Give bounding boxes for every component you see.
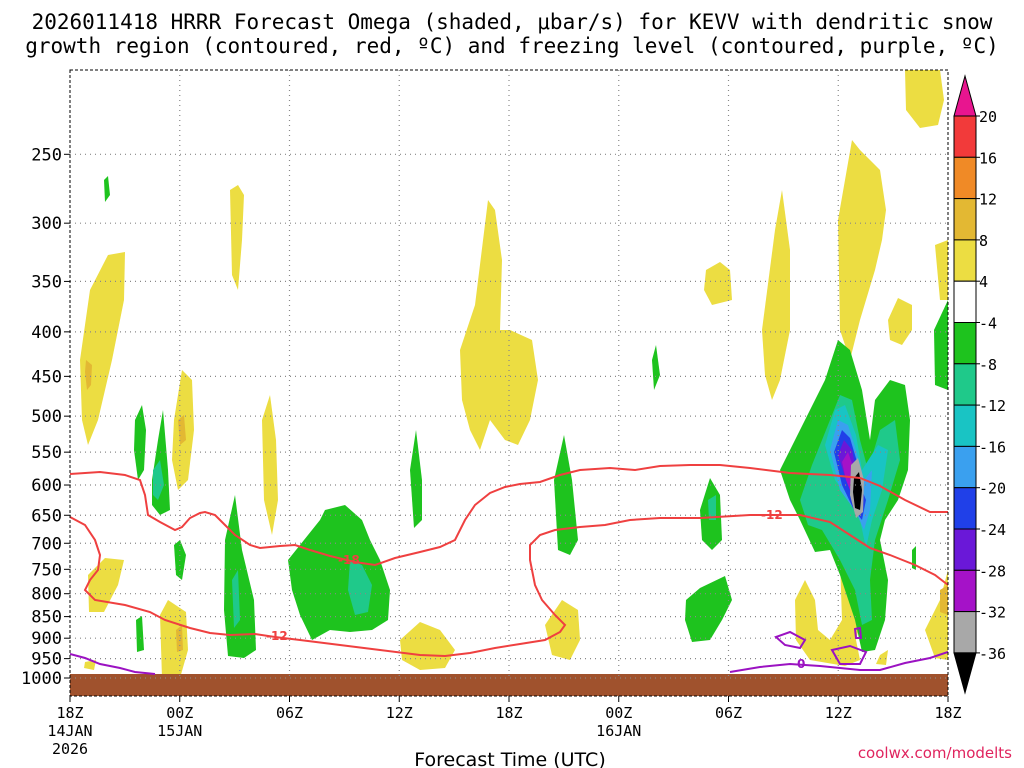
y-tick-label: 900 bbox=[31, 629, 62, 649]
dgz-label-minus12-a: -12 bbox=[266, 629, 288, 643]
colorbar-segment bbox=[953, 198, 977, 241]
x-tick-label: 00Z bbox=[166, 704, 193, 722]
y-tick-label: 550 bbox=[31, 443, 62, 463]
x-tick-label: 18Z bbox=[934, 704, 961, 722]
colorbar-segment bbox=[953, 652, 977, 695]
y-tick-label: 950 bbox=[31, 650, 62, 670]
x-tick-date: 15JAN bbox=[157, 722, 202, 740]
omega-shading bbox=[80, 70, 948, 678]
colorbar-tick-label: 16 bbox=[979, 149, 997, 167]
x-tick-label: 06Z bbox=[276, 704, 303, 722]
colorbar-segment bbox=[953, 404, 977, 447]
colorbar: 20 16 12 8 4 -4 -8 -12 -16 -20 -24 -28 -32 -36 bbox=[953, 74, 1006, 695]
colorbar-segment bbox=[953, 280, 977, 324]
x-tick-year: 2026 bbox=[52, 740, 88, 758]
colorbar-segment bbox=[953, 74, 977, 117]
chart-title-line-2: growth region (contoured, red, ºC) and f… bbox=[25, 34, 999, 58]
colorbar-segment bbox=[953, 487, 977, 530]
y-tick-label: 350 bbox=[31, 272, 62, 292]
x-tick-label: 12Z bbox=[825, 704, 852, 722]
colorbar-tick-label: -16 bbox=[979, 438, 1006, 456]
x-tick-label: 18Z bbox=[56, 704, 83, 722]
colorbar-segment bbox=[953, 569, 977, 613]
colorbar-tick-label: -12 bbox=[979, 397, 1006, 415]
y-tick-label: 400 bbox=[31, 323, 62, 343]
dgz-label-minus18: -18 bbox=[338, 553, 360, 567]
y-tick-label: 650 bbox=[31, 506, 62, 526]
colorbar-segment bbox=[953, 611, 977, 654]
credit-text: coolwx.com/modelts bbox=[858, 744, 1012, 762]
colorbar-segment bbox=[953, 528, 977, 571]
y-tick-label: 300 bbox=[31, 214, 62, 234]
colorbar-tick-label: 4 bbox=[979, 273, 988, 291]
colorbar-tick-label: -24 bbox=[979, 521, 1006, 539]
ground-strip bbox=[70, 674, 948, 696]
x-tick-label: 06Z bbox=[715, 704, 742, 722]
colorbar-tick-label: -36 bbox=[979, 645, 1006, 663]
x-tick-label: 00Z bbox=[605, 704, 632, 722]
y-tick-label: 800 bbox=[31, 585, 62, 605]
x-tick-label: 18Z bbox=[495, 704, 522, 722]
colorbar-segment bbox=[953, 115, 977, 158]
chart-title-line-1: 2026011418 HRRR Forecast Omega (shaded, … bbox=[31, 10, 993, 34]
x-axis-label: Forecast Time (UTC) bbox=[414, 749, 605, 768]
colorbar-tick-label: 20 bbox=[979, 108, 997, 126]
colorbar-tick-label: 12 bbox=[979, 191, 997, 209]
colorbar-segment bbox=[953, 322, 977, 365]
colorbar-segment bbox=[953, 363, 977, 406]
y-tick-label: 1000 bbox=[21, 669, 62, 689]
freezing-label-0: 0 bbox=[797, 657, 805, 671]
y-tick-label: 450 bbox=[31, 367, 62, 387]
x-tick-date: 14JAN bbox=[47, 722, 92, 740]
dgz-label-minus12-b: -12 bbox=[761, 508, 783, 522]
colorbar-tick-label: -28 bbox=[979, 562, 1006, 580]
y-axis-ticks: 2503003504004505005506006507007508008509… bbox=[21, 145, 70, 689]
y-tick-label: 500 bbox=[31, 407, 62, 427]
colorbar-tick-label: -20 bbox=[979, 480, 1006, 498]
y-tick-label: 250 bbox=[31, 145, 62, 165]
dgz-contours bbox=[70, 464, 948, 675]
colorbar-tick-label: -32 bbox=[979, 604, 1006, 622]
x-tick-date: 16JAN bbox=[596, 722, 641, 740]
colorbar-tick-label: 8 bbox=[979, 232, 988, 250]
x-tick-label: 12Z bbox=[386, 704, 413, 722]
colorbar-segment bbox=[953, 445, 977, 489]
colorbar-tick-label: -8 bbox=[979, 356, 997, 374]
y-tick-label: 700 bbox=[31, 534, 62, 554]
colorbar-segment bbox=[953, 156, 977, 200]
y-tick-label: 850 bbox=[31, 608, 62, 628]
y-tick-label: 750 bbox=[31, 560, 62, 580]
colorbar-segment bbox=[953, 239, 977, 282]
y-tick-label: 600 bbox=[31, 476, 62, 496]
colorbar-tick-label: -4 bbox=[979, 315, 997, 333]
